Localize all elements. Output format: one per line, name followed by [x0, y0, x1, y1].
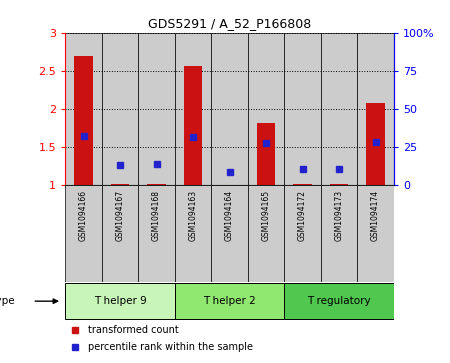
- Bar: [284, 284, 394, 319]
- Text: T regulatory: T regulatory: [307, 296, 371, 306]
- Bar: [138, 33, 175, 185]
- Bar: [257, 123, 275, 185]
- Title: GDS5291 / A_52_P166808: GDS5291 / A_52_P166808: [148, 17, 311, 30]
- Bar: [102, 33, 138, 185]
- Text: GSM1094174: GSM1094174: [371, 190, 380, 241]
- Bar: [175, 284, 284, 319]
- Bar: [321, 185, 357, 282]
- Text: GSM1094163: GSM1094163: [189, 190, 198, 241]
- Bar: [330, 184, 348, 185]
- Bar: [102, 185, 138, 282]
- Bar: [74, 56, 93, 185]
- Bar: [211, 33, 248, 185]
- Bar: [175, 185, 211, 282]
- Bar: [148, 184, 166, 185]
- Bar: [175, 33, 211, 185]
- Text: GSM1094167: GSM1094167: [116, 190, 125, 241]
- Text: GSM1094173: GSM1094173: [334, 190, 343, 241]
- Bar: [111, 184, 129, 185]
- Bar: [284, 185, 321, 282]
- Bar: [293, 184, 311, 185]
- Bar: [366, 103, 385, 185]
- Bar: [357, 185, 394, 282]
- Bar: [138, 185, 175, 282]
- Bar: [65, 284, 175, 319]
- Bar: [321, 33, 357, 185]
- Text: T helper 2: T helper 2: [203, 296, 256, 306]
- Text: percentile rank within the sample: percentile rank within the sample: [88, 342, 253, 352]
- Text: GSM1094164: GSM1094164: [225, 190, 234, 241]
- Text: GSM1094168: GSM1094168: [152, 190, 161, 241]
- Text: transformed count: transformed count: [88, 325, 179, 335]
- Text: GSM1094165: GSM1094165: [261, 190, 270, 241]
- Bar: [184, 66, 202, 185]
- Bar: [284, 33, 321, 185]
- Bar: [248, 33, 284, 185]
- Bar: [248, 185, 284, 282]
- Bar: [357, 33, 394, 185]
- Text: cell type: cell type: [0, 296, 14, 306]
- Bar: [211, 185, 248, 282]
- Bar: [65, 185, 102, 282]
- Text: T helper 9: T helper 9: [94, 296, 146, 306]
- Text: GSM1094172: GSM1094172: [298, 190, 307, 241]
- Bar: [65, 33, 102, 185]
- Text: GSM1094166: GSM1094166: [79, 190, 88, 241]
